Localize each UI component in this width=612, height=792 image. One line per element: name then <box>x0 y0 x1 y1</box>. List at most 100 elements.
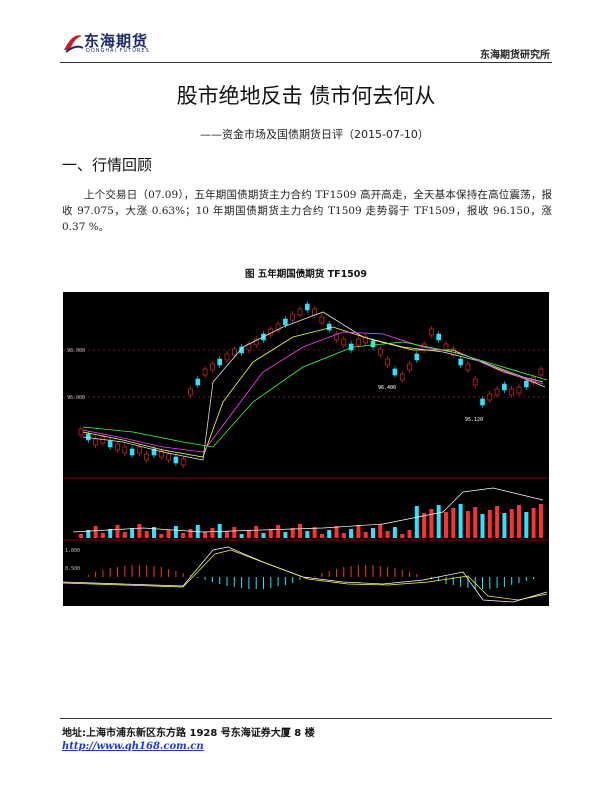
decoration <box>239 534 244 538</box>
decoration <box>239 346 244 354</box>
chart-annotation: 95.120 <box>465 417 483 423</box>
decoration <box>276 525 281 538</box>
decoration <box>166 530 171 538</box>
chart-image: 98.000 96.000 96.400 95.120 1.000 0.500 <box>63 292 549 606</box>
decoration <box>502 513 507 538</box>
decoration <box>253 338 259 346</box>
decoration <box>538 368 544 376</box>
decoration <box>290 313 295 321</box>
price-label: 96.000 <box>67 395 85 401</box>
decoration <box>371 528 375 538</box>
decoration <box>414 506 419 538</box>
decoration <box>122 532 127 538</box>
decoration <box>458 358 463 366</box>
decoration <box>465 363 471 371</box>
decoration <box>93 438 98 446</box>
decoration <box>159 534 164 538</box>
title: 股市绝地反击 债市何去何从 <box>176 84 436 108</box>
decoration <box>451 508 456 538</box>
decoration <box>400 534 405 538</box>
decoration <box>385 531 390 538</box>
decoration <box>538 504 543 538</box>
decoration <box>144 531 149 538</box>
decoration <box>79 534 83 538</box>
decoration <box>181 533 186 538</box>
decoration <box>261 533 266 538</box>
decoration <box>414 353 420 361</box>
decoration <box>480 398 485 406</box>
decoration <box>210 363 215 371</box>
decoration <box>509 388 515 396</box>
decoration <box>152 527 156 538</box>
decoration <box>173 526 178 538</box>
decoration <box>78 428 84 436</box>
decoration <box>275 323 281 331</box>
decoration <box>370 340 376 348</box>
decoration <box>392 368 398 376</box>
decoration <box>137 446 142 454</box>
subtitle: ——资金市场及国债期货日评（2015-07-10） <box>200 128 429 141</box>
decoration <box>122 446 128 454</box>
price-label: 98.000 <box>67 348 85 354</box>
decoration <box>283 532 288 538</box>
decoration <box>188 388 193 396</box>
section-heading: 一、行情回顾 <box>62 156 153 174</box>
decoration <box>115 525 120 538</box>
decoration <box>203 532 208 538</box>
footer-url[interactable]: http://www.qh168.com.cn <box>62 741 204 752</box>
footer-rule <box>60 718 552 719</box>
decoration <box>480 514 485 538</box>
decoration <box>217 358 222 366</box>
org-name: 东海期货研究所 <box>480 50 550 61</box>
decoration <box>407 530 412 538</box>
decoration <box>436 505 441 538</box>
decoration <box>130 528 135 538</box>
decoration <box>377 348 383 356</box>
decoration <box>232 348 237 356</box>
decoration <box>502 383 507 391</box>
decoration <box>173 456 179 464</box>
decoration <box>531 508 536 538</box>
decoration <box>312 308 317 316</box>
figure-caption: 图 五年期国债期货 TF1509 <box>244 269 368 280</box>
decoration <box>407 363 412 371</box>
decoration <box>516 386 522 394</box>
decoration <box>334 526 339 538</box>
decoration <box>524 512 529 538</box>
chart-annotation: 96.400 <box>378 385 396 391</box>
header-rule <box>60 62 552 63</box>
decoration <box>254 526 259 538</box>
decoration <box>495 506 500 538</box>
decoration <box>86 530 91 538</box>
decoration <box>363 532 368 538</box>
decoration <box>487 510 492 538</box>
decoration <box>268 529 273 538</box>
decoration <box>283 318 288 326</box>
decoration <box>319 534 324 538</box>
decoration <box>392 527 397 538</box>
logo-mark <box>64 35 84 53</box>
decoration <box>195 378 201 386</box>
decoration <box>232 527 237 538</box>
decoration <box>312 527 317 538</box>
decoration <box>100 533 105 538</box>
decoration <box>436 333 442 341</box>
decoration <box>85 433 91 441</box>
decoration <box>349 529 354 538</box>
decoration <box>458 504 463 538</box>
decoration <box>144 453 149 461</box>
decoration <box>473 507 478 538</box>
decoration <box>217 524 222 538</box>
footer-address: 地址:上海市浦东新区东方路 1928 号东海证券大厦 8 楼 <box>62 728 315 739</box>
decoration <box>151 448 157 456</box>
decoration <box>443 343 449 351</box>
logo-text: 东海期货 <box>84 32 149 50</box>
decoration <box>202 368 208 376</box>
decoration <box>137 524 142 538</box>
decoration <box>210 528 215 538</box>
decoration <box>290 528 295 538</box>
decoration <box>334 333 339 341</box>
decoration <box>444 512 448 538</box>
decoration <box>129 448 135 456</box>
